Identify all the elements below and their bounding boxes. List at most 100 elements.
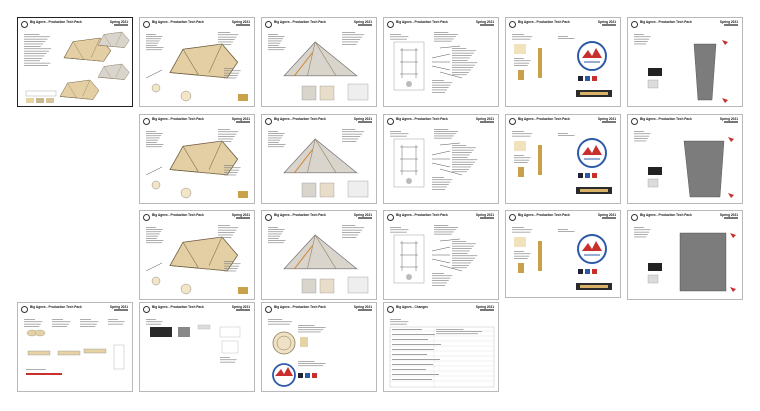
page-season: Spring 2021 (353, 20, 372, 24)
brand-logo-icon (265, 214, 272, 221)
brand-logo-icon (143, 214, 150, 221)
page-title: Big Agnes - Production Tech Pack (152, 20, 204, 24)
page-season: Spring 2021 (353, 213, 372, 217)
page-season: Spring 2021 (475, 117, 494, 121)
page-meta-lines (114, 309, 128, 313)
page-meta-lines (358, 217, 372, 221)
page-meta-lines (236, 309, 250, 313)
brand-logo-icon (21, 21, 28, 28)
page-thumbnail[interactable]: Big Agnes - Production Tech Pack Spring 2… (139, 17, 255, 107)
brand-logo-icon (265, 118, 272, 125)
brand-logo-icon (631, 21, 638, 28)
page-season: Spring 2021 (231, 20, 250, 24)
page-thumbnail[interactable]: Big Agnes - Production Tech Pack Spring 2… (627, 210, 743, 300)
page-season: Spring 2021 (475, 213, 494, 217)
brand-logo-icon (387, 118, 394, 125)
page-title: Big Agnes - Production Tech Pack (518, 20, 570, 24)
page-title: Big Agnes - Production Tech Pack (274, 20, 326, 24)
page-thumbnail[interactable]: Big Agnes - Production Tech Pack Spring 2… (139, 114, 255, 204)
page-illustration (268, 319, 326, 387)
page-thumbnail[interactable]: Big Agnes - Production Tech Pack Spring 2… (505, 210, 621, 298)
brand-logo-icon (631, 118, 638, 125)
brand-logo-icon (387, 21, 394, 28)
page-thumbnail[interactable]: Big Agnes - Production Tech Pack Spring 2… (383, 114, 499, 204)
page-thumbnail[interactable]: Big Agnes - Changes Spring 2021 (383, 302, 499, 392)
page-thumbnail[interactable]: Big Agnes - Production Tech Pack Spring 2… (505, 17, 621, 107)
page-title: Big Agnes - Production Tech Pack (274, 213, 326, 217)
page-illustration (268, 129, 369, 198)
page-title: Big Agnes - Production Tech Pack (640, 117, 692, 121)
page-illustration (634, 34, 728, 103)
page-season: Spring 2021 (353, 305, 372, 309)
page-season: Spring 2021 (475, 305, 494, 309)
page-meta-lines (724, 121, 738, 125)
page-illustration (390, 32, 478, 93)
page-season: Spring 2021 (597, 213, 616, 217)
page-thumbnail[interactable]: Big Agnes - Production Tech Pack Spring 2… (139, 210, 255, 300)
page-title: Big Agnes - Production Tech Pack (518, 117, 570, 121)
page-thumbnail[interactable]: Big Agnes - Production Tech Pack Spring 2… (17, 302, 133, 392)
page-season: Spring 2021 (231, 117, 250, 121)
page-title: Big Agnes - Production Tech Pack (30, 20, 82, 24)
brand-logo-icon (143, 306, 150, 313)
brand-logo-icon (21, 306, 28, 313)
page-thumbnail[interactable]: Big Agnes - Production Tech Pack Spring 2… (261, 302, 377, 392)
page-title: Big Agnes - Changes (396, 305, 428, 309)
page-title: Big Agnes - Production Tech Pack (274, 305, 326, 309)
page-meta-lines (602, 121, 616, 125)
brand-logo-icon (631, 214, 638, 221)
page-meta-lines (724, 217, 738, 221)
page-illustration (512, 34, 612, 97)
brand-logo-icon (509, 21, 516, 28)
page-meta-lines (236, 121, 250, 125)
page-illustration (390, 129, 478, 190)
page-meta-lines (480, 24, 494, 28)
page-illustration (145, 129, 248, 199)
page-meta-lines (480, 121, 494, 125)
page-illustration (268, 225, 369, 294)
page-thumbnail[interactable]: Big Agnes - Production Tech Pack Spring 2… (261, 210, 377, 300)
page-season: Spring 2021 (597, 117, 616, 121)
page-illustration (145, 32, 248, 102)
page-title: Big Agnes - Production Tech Pack (518, 213, 570, 217)
page-meta-lines (602, 217, 616, 221)
brand-logo-icon (143, 21, 150, 28)
page-thumbnail[interactable]: Big Agnes - Production Tech Pack Spring 2… (627, 114, 743, 204)
page-thumbnail[interactable]: Big Agnes - Production Tech Pack Spring 2… (261, 114, 377, 204)
page-thumbnail[interactable]: Big Agnes - Production Tech Pack Spring 2… (505, 114, 621, 204)
page-meta-lines (480, 217, 494, 221)
page-title: Big Agnes - Production Tech Pack (640, 213, 692, 217)
page-season: Spring 2021 (719, 20, 738, 24)
brand-logo-icon (265, 306, 272, 313)
page-season: Spring 2021 (231, 213, 250, 217)
page-meta-lines (236, 217, 250, 221)
page-meta-lines (358, 121, 372, 125)
page-thumbnail[interactable]: Big Agnes - Production Tech Pack Spring 2… (139, 302, 255, 392)
page-season: Spring 2021 (109, 20, 128, 24)
page-illustration (390, 225, 478, 286)
page-season: Spring 2021 (719, 117, 738, 121)
page-meta-lines (358, 309, 372, 313)
page-thumbnail[interactable]: Big Agnes - Production Tech Pack Spring 2… (627, 17, 743, 107)
page-season: Spring 2021 (353, 117, 372, 121)
page-season: Spring 2021 (231, 305, 250, 309)
brand-logo-icon (387, 306, 394, 313)
page-season: Spring 2021 (719, 213, 738, 217)
page-illustration (24, 319, 125, 375)
page-thumbnail[interactable]: Big Agnes - Production Tech Pack Spring 2… (261, 17, 377, 107)
page-title: Big Agnes - Production Tech Pack (396, 117, 448, 121)
page-meta-lines (602, 24, 616, 28)
page-thumbnail[interactable]: Big Agnes - Production Tech Pack Spring 2… (383, 17, 499, 107)
page-thumbnail[interactable]: Big Agnes - Production Tech Pack Spring 2… (383, 210, 499, 300)
page-title: Big Agnes - Production Tech Pack (30, 305, 82, 309)
page-title: Big Agnes - Production Tech Pack (152, 117, 204, 121)
page-title: Big Agnes - Production Tech Pack (152, 213, 204, 217)
page-thumbnail[interactable]: Big Agnes - Production Tech Pack Spring 2… (17, 17, 133, 107)
page-illustration (389, 319, 495, 388)
brand-logo-icon (509, 118, 516, 125)
page-season: Spring 2021 (597, 20, 616, 24)
page-illustration (24, 31, 130, 103)
page-meta-lines (236, 24, 250, 28)
page-season: Spring 2021 (109, 305, 128, 309)
